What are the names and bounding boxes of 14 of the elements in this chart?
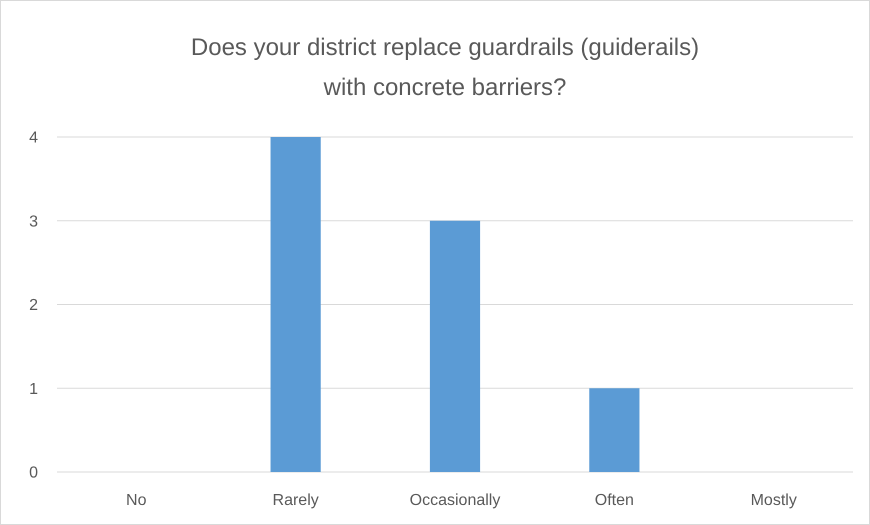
- x-tick-label: Rarely: [272, 492, 319, 509]
- x-tick-label: Mostly: [750, 492, 797, 509]
- chart-title: Does your district replace guardrails (guiderails) with concrete barriers?: [190, 34, 700, 101]
- bar: [270, 137, 321, 472]
- y-tick-label: 2: [29, 297, 38, 314]
- y-tick-label: 4: [29, 130, 38, 147]
- y-tick-label: 3: [29, 213, 38, 230]
- x-tick-label: Occasionally: [410, 492, 500, 509]
- y-tick-label: 1: [29, 380, 38, 398]
- x-tick-label: Often: [594, 492, 634, 509]
- bar: [430, 220, 480, 472]
- x-tick-label: No: [126, 492, 147, 509]
- bar: [589, 388, 640, 472]
- y-tick-label: 0: [29, 464, 38, 482]
